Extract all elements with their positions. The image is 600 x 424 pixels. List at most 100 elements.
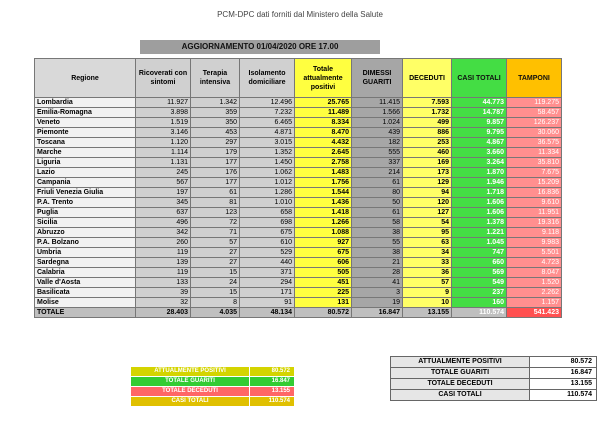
table-row: Campania 567 177 1.012 1.756 61 129 1.946 15.209 [34, 177, 562, 188]
table-row: Abruzzo 342 71 675 1.088 38 95 1.221 9.118 [34, 227, 562, 238]
cell: 71 [190, 227, 240, 238]
cell: 2.645 [294, 147, 352, 158]
cell: 95 [402, 227, 452, 238]
summary-value: 110.574 [529, 389, 597, 401]
cell: 58.457 [506, 107, 562, 118]
region-name: Molise [34, 297, 136, 308]
cell: 637 [135, 207, 191, 218]
source-note: PCM-DPC dati forniti dal Ministero della… [217, 10, 383, 19]
cell: 179 [190, 147, 240, 158]
table-row: Puglia 637 123 658 1.418 61 127 1.606 11.951 [34, 207, 562, 218]
cell: 1.378 [451, 217, 507, 228]
total-cell: 13.155 [402, 307, 452, 318]
cell: 21 [351, 257, 403, 268]
cell: 1.870 [451, 167, 507, 178]
cell: 1.088 [294, 227, 352, 238]
region-name: Piemonte [34, 127, 136, 138]
cell: 35.810 [506, 157, 562, 168]
cell: 927 [294, 237, 352, 248]
region-name: Abruzzo [34, 227, 136, 238]
region-name: Lazio [34, 167, 136, 178]
legend-value: 13.155 [249, 386, 295, 397]
region-name: Toscana [34, 137, 136, 148]
column-header: DECEDUTI [402, 58, 452, 98]
cell: 72 [190, 217, 240, 228]
cell: 30.060 [506, 127, 562, 138]
cell: 15 [190, 287, 240, 298]
region-name: Veneto [34, 117, 136, 128]
legend-value: 16.847 [249, 376, 295, 387]
cell: 549 [451, 277, 507, 288]
cell: 451 [294, 277, 352, 288]
cell: 294 [239, 277, 295, 288]
cell: 12.496 [239, 97, 295, 108]
total-cell: 4.035 [190, 307, 240, 318]
cell: 1.266 [294, 217, 352, 228]
cell: 886 [402, 127, 452, 138]
column-header: Regione [34, 58, 136, 98]
cell: 345 [135, 197, 191, 208]
cell: 91 [239, 297, 295, 308]
summary-row: TOTALE DECEDUTI 13.155 [390, 378, 597, 390]
cell: 453 [190, 127, 240, 138]
cell: 50 [351, 197, 403, 208]
cell: 7.675 [506, 167, 562, 178]
cell: 342 [135, 227, 191, 238]
cell: 129 [402, 177, 452, 188]
total-cell: 28.403 [135, 307, 191, 318]
cell: 2.758 [294, 157, 352, 168]
cell: 371 [239, 267, 295, 278]
cell: 160 [451, 297, 507, 308]
cell: 1.157 [506, 297, 562, 308]
cell: 123 [190, 207, 240, 218]
table-body: Lombardia 11.927 1.342 12.496 25.765 11.415 7.… [34, 97, 562, 318]
region-name: Friuli Venezia Giulia [34, 187, 136, 198]
cell: 9.795 [451, 127, 507, 138]
cell: 177 [190, 177, 240, 188]
summary-row: TOTALE GUARITI 16.847 [390, 367, 597, 379]
cell: 1.756 [294, 177, 352, 188]
region-name: Puglia [34, 207, 136, 218]
column-header: DIMESSI GUARITI [351, 58, 403, 98]
cell: 19 [351, 297, 403, 308]
cell: 38 [351, 247, 403, 258]
cell: 440 [239, 257, 295, 268]
cell: 120 [402, 197, 452, 208]
region-name: Basilicata [34, 287, 136, 298]
cell: 253 [402, 137, 452, 148]
cell: 41 [351, 277, 403, 288]
cell: 1.286 [239, 187, 295, 198]
cell: 460 [402, 147, 452, 158]
cell: 61 [190, 187, 240, 198]
cell: 260 [135, 237, 191, 248]
legend-row: CASI TOTALI 110.574 [130, 396, 295, 407]
column-header: Totale attualmente positivi [294, 58, 352, 98]
cell: 225 [294, 287, 352, 298]
cell: 1.436 [294, 197, 352, 208]
cell: 7.593 [402, 97, 452, 108]
cell: 237 [451, 287, 507, 298]
cell: 9.983 [506, 237, 562, 248]
region-name: Sardegna [34, 257, 136, 268]
summary-label: CASI TOTALI [390, 389, 530, 401]
data-table: Regione Ricoverati con sintomi Terapia int… [34, 58, 562, 318]
cell: 337 [351, 157, 403, 168]
table-row: Toscana 1.120 297 3.015 4.432 182 253 4.867 36.5… [34, 137, 562, 148]
cell: 8.470 [294, 127, 352, 138]
cell: 1.120 [135, 137, 191, 148]
cell: 127 [402, 207, 452, 218]
cell: 245 [135, 167, 191, 178]
cell: 3.660 [451, 147, 507, 158]
cell: 25.765 [294, 97, 352, 108]
legend-label: CASI TOTALI [130, 396, 250, 407]
column-header: Ricoverati con sintomi [135, 58, 191, 98]
legend-row: TOTALE DECEDUTI 13.155 [130, 386, 295, 397]
column-header: Isolamento domiciliare [239, 58, 295, 98]
summary-value: 13.155 [529, 378, 597, 390]
cell: 197 [135, 187, 191, 198]
table-row: Molise 32 8 91 131 19 10 160 1.157 [34, 297, 562, 308]
cell: 119.275 [506, 97, 562, 108]
cell: 11.951 [506, 207, 562, 218]
cell: 1.520 [506, 277, 562, 288]
legend: ATTUALMENTE POSITIVI 80.572 TOTALE GUARITI… [130, 366, 295, 407]
